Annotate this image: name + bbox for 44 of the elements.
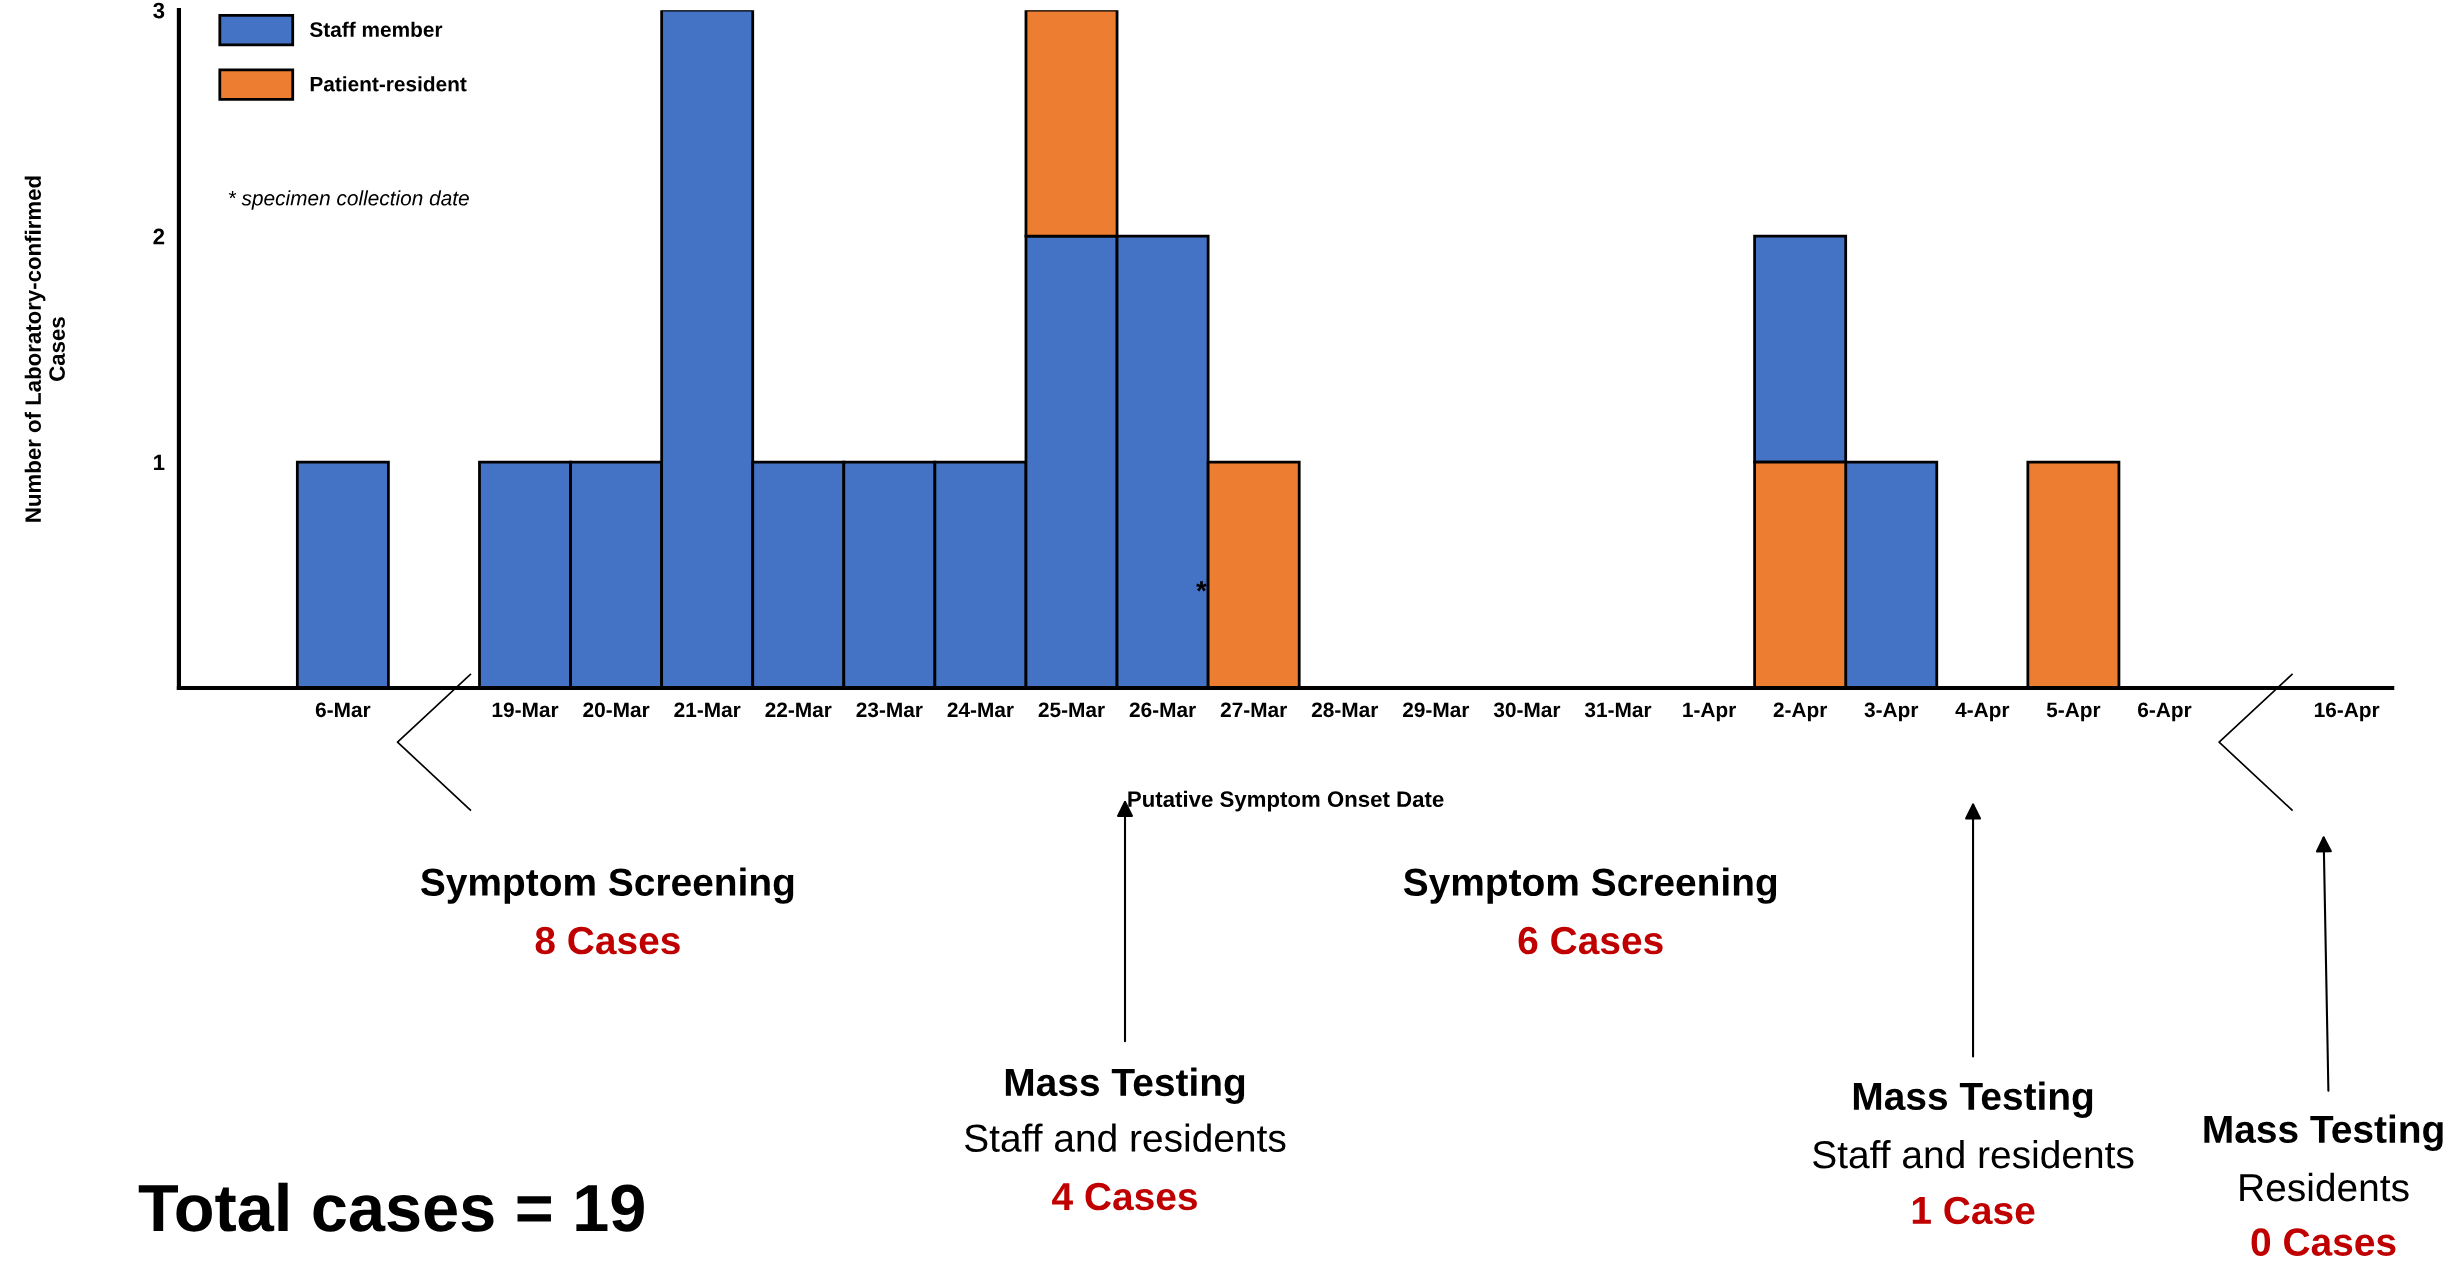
x-tick-label: 29-Mar: [1402, 702, 1470, 718]
text: Total cases = 19: [138, 1182, 644, 1232]
x-tick-label: 16-Apr: [2314, 702, 2380, 722]
legend-label: Patient-resident: [310, 76, 467, 92]
text: Symptom Screening: [420, 867, 794, 904]
x-tick-label: 26-Mar: [1129, 702, 1196, 718]
y-axis-title: Number of Laboratory-confirmed Cases: [24, 176, 65, 522]
x-tick-label: 25-Mar: [1038, 702, 1105, 718]
x-tick-label: 1-Apr: [1683, 702, 1736, 722]
text: 8 Cases: [535, 926, 680, 955]
x-tick-label: 3-Apr: [1864, 702, 1919, 722]
x-tick-label: 20-Mar: [583, 702, 650, 718]
text: Mass Testing: [1005, 1067, 1245, 1105]
x-tick-label: 4-Apr: [1955, 702, 2010, 722]
y-tick-label: 2: [153, 228, 165, 245]
x-tick-label: 21-Mar: [674, 702, 741, 718]
text: Mass Testing: [2204, 1114, 2443, 1151]
y-tick-label: 1: [154, 454, 165, 471]
text: Staff and residents: [1813, 1139, 2134, 1169]
text: Staff and residents: [964, 1123, 1286, 1153]
text: 1 Case: [1912, 1196, 2035, 1225]
x-axis-title: Putative Symptom Onset Date: [1128, 790, 1444, 812]
text: 4 Cases: [1052, 1182, 1197, 1211]
x-tick-label: 23-Mar: [856, 702, 923, 718]
annotation: * specimen collection date: [228, 190, 469, 210]
text: 0 Cases: [2251, 1228, 2396, 1256]
legend-label: Staff member: [309, 21, 443, 37]
x-tick-label: 27-Mar: [1220, 702, 1287, 718]
text: 6 Cases: [1518, 926, 1663, 955]
x-tick-label: 5-Apr: [2046, 702, 2101, 722]
x-tick-label: 2-Apr: [1773, 702, 1828, 722]
x-tick-label: 28-Mar: [1311, 702, 1379, 718]
text: Mass Testing: [1853, 1081, 2093, 1118]
x-tick-label: 31-Mar: [1584, 702, 1652, 718]
text: Residents: [2240, 1172, 2409, 1202]
x-tick-label: 6-Mar: [315, 702, 371, 718]
x-tick-label: 19-Mar: [492, 702, 559, 718]
x-tick-label: 6-Apr: [2138, 702, 2192, 722]
y-tick-label: 3: [153, 2, 165, 19]
annotation: *: [1196, 581, 1207, 592]
x-tick-label: 22-Mar: [765, 702, 832, 718]
x-tick-label: 24-Mar: [947, 702, 1014, 718]
text: Symptom Screening: [1403, 867, 1777, 904]
x-tick-label: 30-Mar: [1493, 702, 1561, 718]
